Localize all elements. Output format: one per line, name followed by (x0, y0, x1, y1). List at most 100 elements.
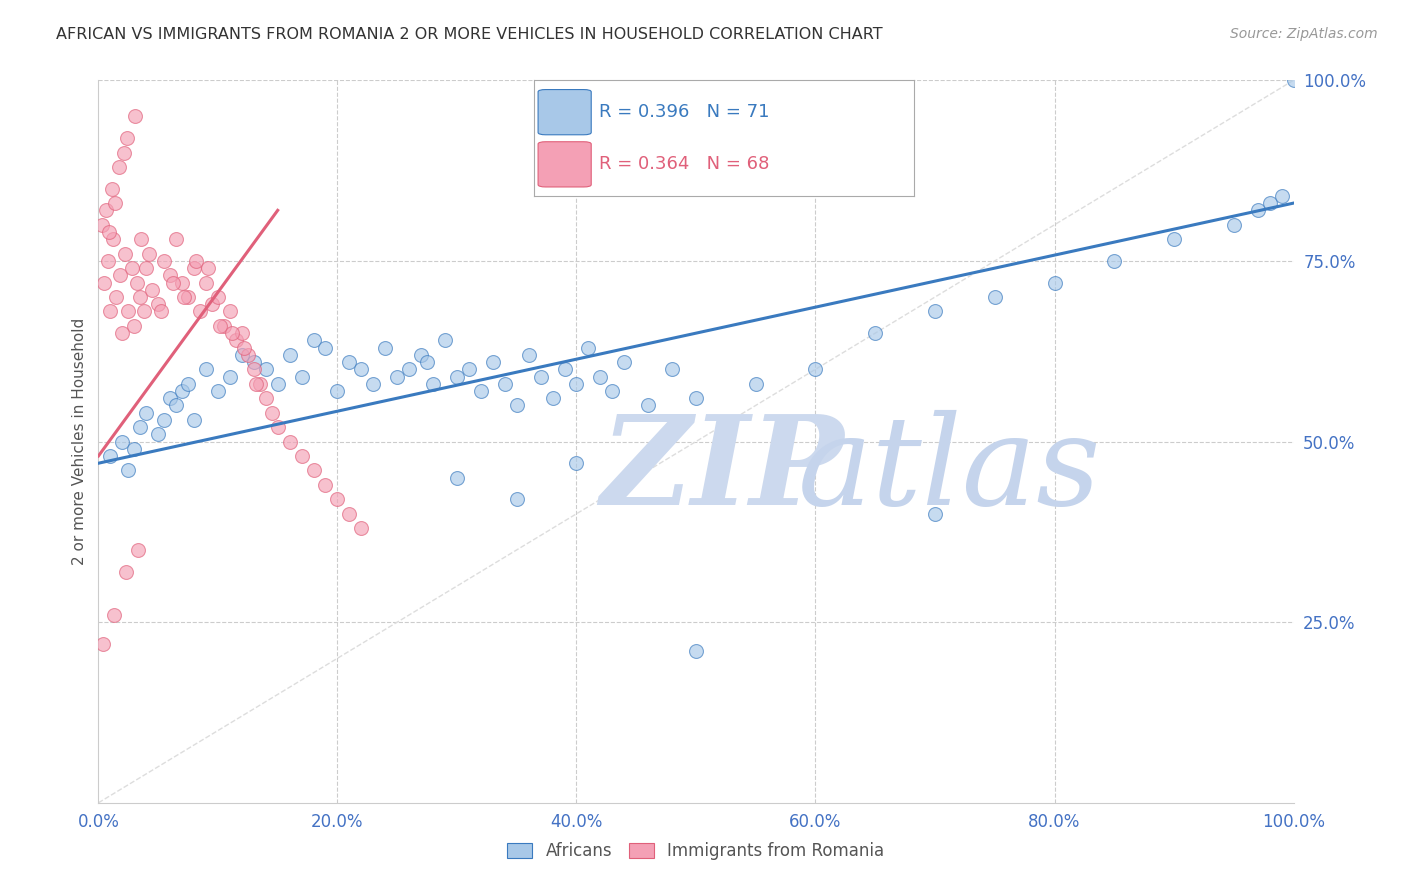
Point (374, 341, 396, 355)
Point (530, 369, 553, 384)
Point (924, 304, 946, 318)
Point (278, 348, 301, 362)
Point (104, 196, 127, 211)
Legend: Africans, Immigrants from Romania: Africans, Immigrants from Romania (501, 836, 891, 867)
Text: R = 0.364   N = 68: R = 0.364 N = 68 (599, 155, 769, 173)
Point (1223, 218, 1246, 232)
Point (117, 304, 139, 318)
Point (984, 290, 1007, 304)
Point (148, 297, 170, 311)
Point (924, 507, 946, 521)
Point (1271, 189, 1294, 203)
Point (195, 362, 218, 376)
Point (1043, 276, 1066, 290)
Point (1163, 232, 1185, 246)
Point (517, 348, 540, 362)
Point (219, 304, 242, 318)
Point (195, 276, 218, 290)
Point (422, 376, 444, 391)
Point (350, 362, 373, 376)
Point (183, 413, 205, 427)
Point (446, 471, 468, 485)
Point (745, 376, 768, 391)
Point (165, 232, 187, 246)
Point (1104, 253, 1126, 268)
Point (233, 341, 256, 355)
Point (398, 362, 420, 376)
Point (243, 355, 266, 369)
Point (434, 334, 457, 348)
Point (267, 376, 290, 391)
Point (131, 232, 153, 246)
Point (231, 348, 253, 362)
Point (135, 261, 157, 276)
Point (221, 326, 243, 341)
Point (108, 268, 131, 283)
Point (153, 253, 176, 268)
Point (183, 261, 205, 276)
Point (565, 456, 588, 470)
Point (165, 398, 187, 412)
Point (637, 398, 659, 412)
Point (267, 420, 290, 434)
Point (446, 369, 468, 384)
Point (121, 261, 143, 276)
Point (114, 246, 136, 260)
Point (1258, 196, 1281, 211)
Point (254, 362, 277, 376)
Point (129, 290, 152, 304)
Point (117, 463, 139, 477)
Y-axis label: 2 or more Vehicles in Household: 2 or more Vehicles in Household (72, 318, 87, 566)
Point (411, 348, 433, 362)
Point (93, 276, 115, 290)
Point (197, 261, 219, 276)
Point (209, 318, 232, 333)
Point (661, 362, 683, 376)
Point (124, 442, 146, 456)
Point (138, 246, 160, 260)
Point (804, 362, 827, 376)
Point (350, 521, 373, 535)
Point (153, 413, 176, 427)
Point (148, 427, 170, 442)
Point (127, 542, 149, 557)
Point (470, 384, 492, 398)
Point (207, 290, 229, 304)
Point (249, 376, 271, 391)
Point (132, 304, 155, 318)
Point (172, 384, 194, 398)
Point (278, 434, 301, 449)
Point (173, 290, 195, 304)
Point (326, 384, 349, 398)
Point (111, 326, 134, 341)
Point (254, 391, 277, 405)
Point (685, 644, 707, 658)
Point (506, 398, 529, 412)
Point (315, 478, 337, 492)
Point (129, 420, 152, 434)
Point (865, 326, 887, 341)
Point (177, 376, 200, 391)
Point (188, 304, 211, 318)
Point (186, 253, 208, 268)
Text: AFRICAN VS IMMIGRANTS FROM ROMANIA 2 OR MORE VEHICLES IN HOUSEHOLD CORRELATION C: AFRICAN VS IMMIGRANTS FROM ROMANIA 2 OR … (56, 27, 883, 42)
Text: atlas: atlas (797, 409, 1101, 532)
Point (172, 276, 194, 290)
Text: R = 0.396   N = 71: R = 0.396 N = 71 (599, 103, 769, 121)
Point (112, 145, 135, 160)
Point (458, 362, 481, 376)
Point (97, 253, 120, 268)
Point (385, 369, 409, 384)
Point (260, 406, 283, 420)
Point (115, 565, 138, 579)
Point (291, 369, 314, 384)
Point (602, 384, 624, 398)
Point (291, 449, 314, 463)
Point (339, 355, 361, 369)
Point (236, 348, 259, 362)
Point (115, 131, 138, 145)
Point (1247, 203, 1270, 218)
Point (201, 297, 224, 311)
FancyBboxPatch shape (538, 142, 591, 187)
Point (245, 376, 267, 391)
